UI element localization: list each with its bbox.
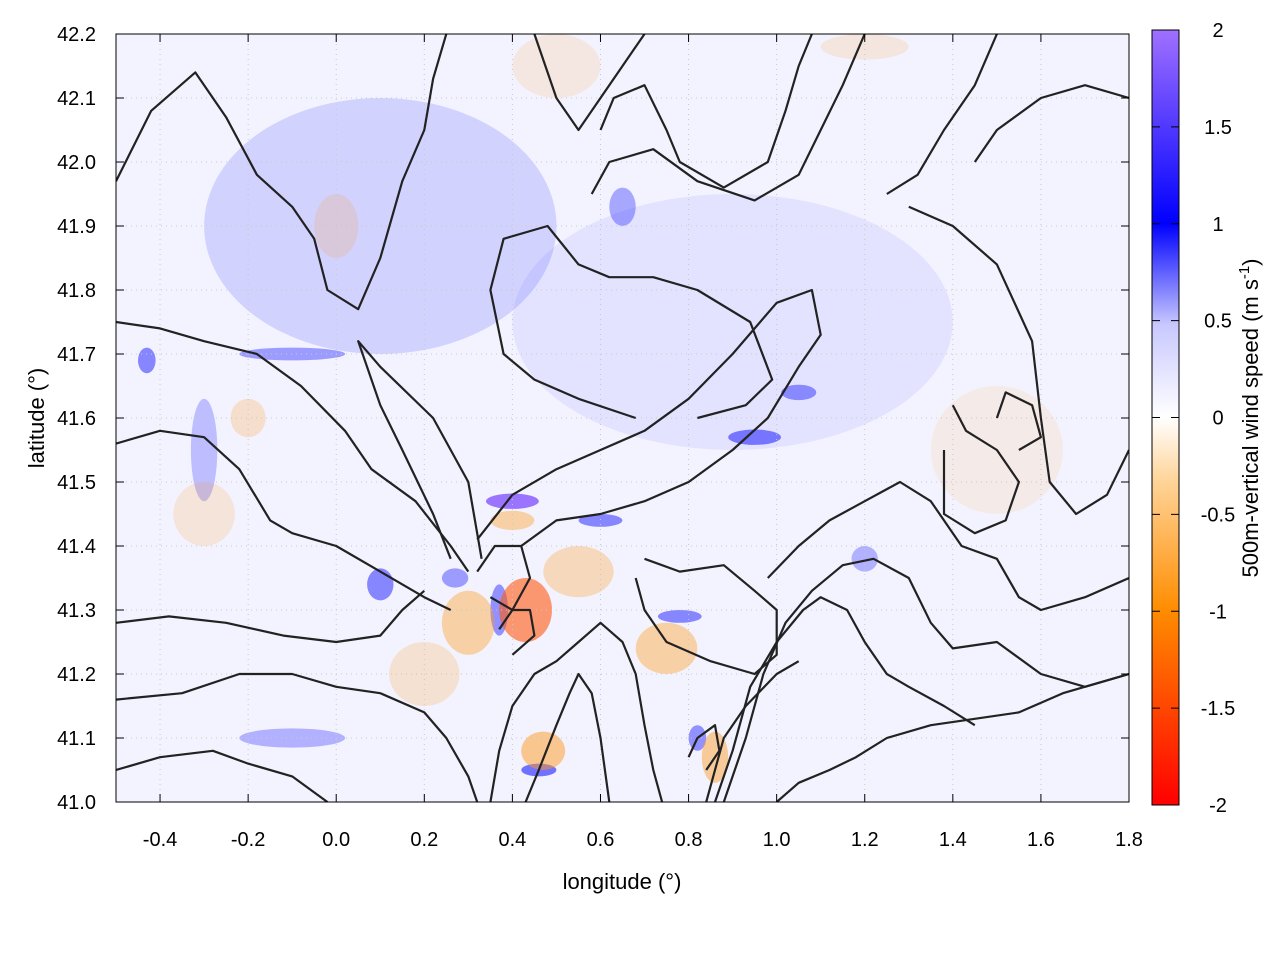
contour-line-4 — [116, 429, 452, 611]
contour-line-14 — [908, 205, 1129, 516]
heatmap-field — [116, 34, 1129, 802]
x-tick-label-5: 0.6 — [587, 829, 615, 851]
colorbar-tick-label-0: 2 — [1212, 20, 1223, 42]
contour-line-19 — [713, 596, 976, 802]
contour-line-9 — [533, 34, 646, 132]
heatmap-anomaly-pos-3 — [781, 384, 817, 401]
colorbar-label-main: 500m-vertical wind speed (m s — [1238, 279, 1263, 577]
x-axis-label: longitude (°) — [563, 869, 682, 894]
y-tick-label-4: 41.4 — [57, 536, 96, 558]
heatmap-anomaly-pos-17 — [512, 194, 953, 450]
x-tick-label-0: -0.4 — [143, 829, 177, 851]
contour-line-23 — [476, 544, 532, 612]
y-tick-label-1: 41.1 — [57, 728, 96, 750]
contour-line-11 — [590, 34, 866, 202]
contour-line-22 — [634, 557, 778, 676]
contour-line-10 — [599, 34, 813, 189]
x-tick-label-10: 1.6 — [1027, 829, 1055, 851]
colorbar-tick-label-8: -2 — [1209, 795, 1227, 817]
contour-line-15 — [942, 404, 1020, 535]
contour-line-16 — [995, 391, 1042, 451]
heatmap-anomaly-neg-31 — [512, 34, 601, 98]
y-tick-label-11: 42.1 — [57, 88, 96, 110]
heatmap-anomaly-neg-19 — [441, 590, 495, 655]
contour-lines — [116, 34, 1129, 802]
contour-line-8 — [116, 34, 448, 311]
x-tick-label-2: 0.0 — [322, 829, 350, 851]
contour-line-13 — [973, 84, 1129, 163]
colorbar-tick-label-4: 0 — [1212, 408, 1223, 430]
y-tick-label-0: 41.0 — [57, 792, 96, 814]
y-tick-label-6: 41.6 — [57, 408, 96, 430]
heatmap-anomaly-pos-1 — [578, 514, 623, 527]
contour-line-6 — [116, 672, 479, 802]
heatmap-anomaly-pos-7 — [441, 568, 469, 588]
heatmap-anomaly-pos-13 — [239, 728, 346, 748]
heatmap-anomaly-neg-24 — [543, 546, 614, 598]
x-tick-label-9: 1.4 — [939, 829, 967, 851]
contour-line-27 — [687, 724, 721, 771]
heatmap-anomaly-neg-26 — [173, 482, 235, 546]
x-tick-label-11: 1.8 — [1115, 829, 1143, 851]
heatmap-anomaly-pos-9 — [657, 610, 702, 623]
y-tick-label-5: 41.5 — [57, 472, 96, 494]
colorbar-tick-label-7: -1.5 — [1201, 698, 1235, 720]
y-tick-label-9: 41.9 — [57, 216, 96, 238]
heatmap-anomaly-pos-6 — [367, 568, 394, 601]
x-tick-label-7: 1.0 — [763, 829, 791, 851]
heatmap-anomaly-pos-14 — [851, 546, 878, 572]
colorbar-label-sup: -1 — [1236, 266, 1253, 279]
contour-line-5 — [116, 589, 426, 644]
colorbar-tick-label-2: 1 — [1212, 214, 1223, 236]
heatmap-anomaly-pos-0 — [486, 493, 539, 509]
y-tick-label-10: 42.0 — [57, 152, 96, 174]
y-tick-label-8: 41.8 — [57, 280, 96, 302]
heatmap-anomaly-neg-25 — [230, 398, 266, 438]
heatmap-anomaly-pos-5 — [138, 347, 156, 374]
contour-line-26 — [489, 621, 664, 802]
y-tick-label-2: 41.2 — [57, 664, 96, 686]
contour-line-0 — [357, 340, 483, 560]
x-tick-label-3: 0.2 — [410, 829, 438, 851]
colorbar-tick-label-1: 1.5 — [1204, 117, 1232, 139]
contour-line-12 — [886, 34, 998, 195]
contour-line-1 — [476, 288, 822, 547]
y-tick-label-3: 41.3 — [57, 600, 96, 622]
heatmap-anomaly-neg-22 — [521, 731, 566, 770]
y-tick-label-7: 41.7 — [57, 344, 96, 366]
y-axis-label: latitude (°) — [24, 368, 49, 469]
axes: -0.4 -0.2 0.0 0.2 0.4 0.6 0.8 1.0 1.2 1.4 1.6 1.8 41… — [57, 24, 1143, 851]
heatmap-anomaly-neg-20 — [490, 510, 535, 530]
heatmap-anomaly-pos-15 — [190, 398, 218, 502]
colorbar-label: 500m-vertical wind speed (m s-1) — [1236, 258, 1263, 577]
heatmap-anomaly-pos-4 — [239, 347, 346, 361]
colorbar-tick-label-3: 0.5 — [1204, 311, 1232, 333]
contour-line-18 — [722, 557, 1129, 802]
heatmap-anomaly-pos-16 — [204, 98, 557, 354]
contour-line-20 — [705, 660, 800, 802]
contour-line-2 — [489, 224, 774, 420]
contour-line-3 — [116, 320, 470, 573]
x-tick-label-1: -0.2 — [231, 829, 265, 851]
colorbar-tick-label-5: -0.5 — [1201, 504, 1235, 526]
colorbar-label-end: ) — [1238, 258, 1263, 265]
heatmap-anomaly-neg-21 — [635, 622, 698, 675]
heatmap-anomaly-pos-12 — [609, 187, 636, 226]
x-tick-label-8: 1.2 — [851, 829, 879, 851]
contour-line-21 — [775, 672, 1129, 802]
contour-line-25 — [524, 672, 611, 802]
colorbar-tick-label-6: -1 — [1209, 601, 1227, 623]
heatmap-anomaly-neg-29 — [820, 34, 909, 60]
colorbar: 2 1.5 1 0.5 0 -0.5 -1 -1.5 -2 — [1151, 20, 1235, 817]
x-tick-label-6: 0.8 — [675, 829, 703, 851]
y-tick-label-12: 42.2 — [57, 24, 96, 46]
contour-line-17 — [767, 480, 1129, 612]
contour-line-24 — [498, 608, 536, 656]
contour-line-7 — [116, 749, 329, 802]
x-tick-label-4: 0.4 — [498, 829, 526, 851]
